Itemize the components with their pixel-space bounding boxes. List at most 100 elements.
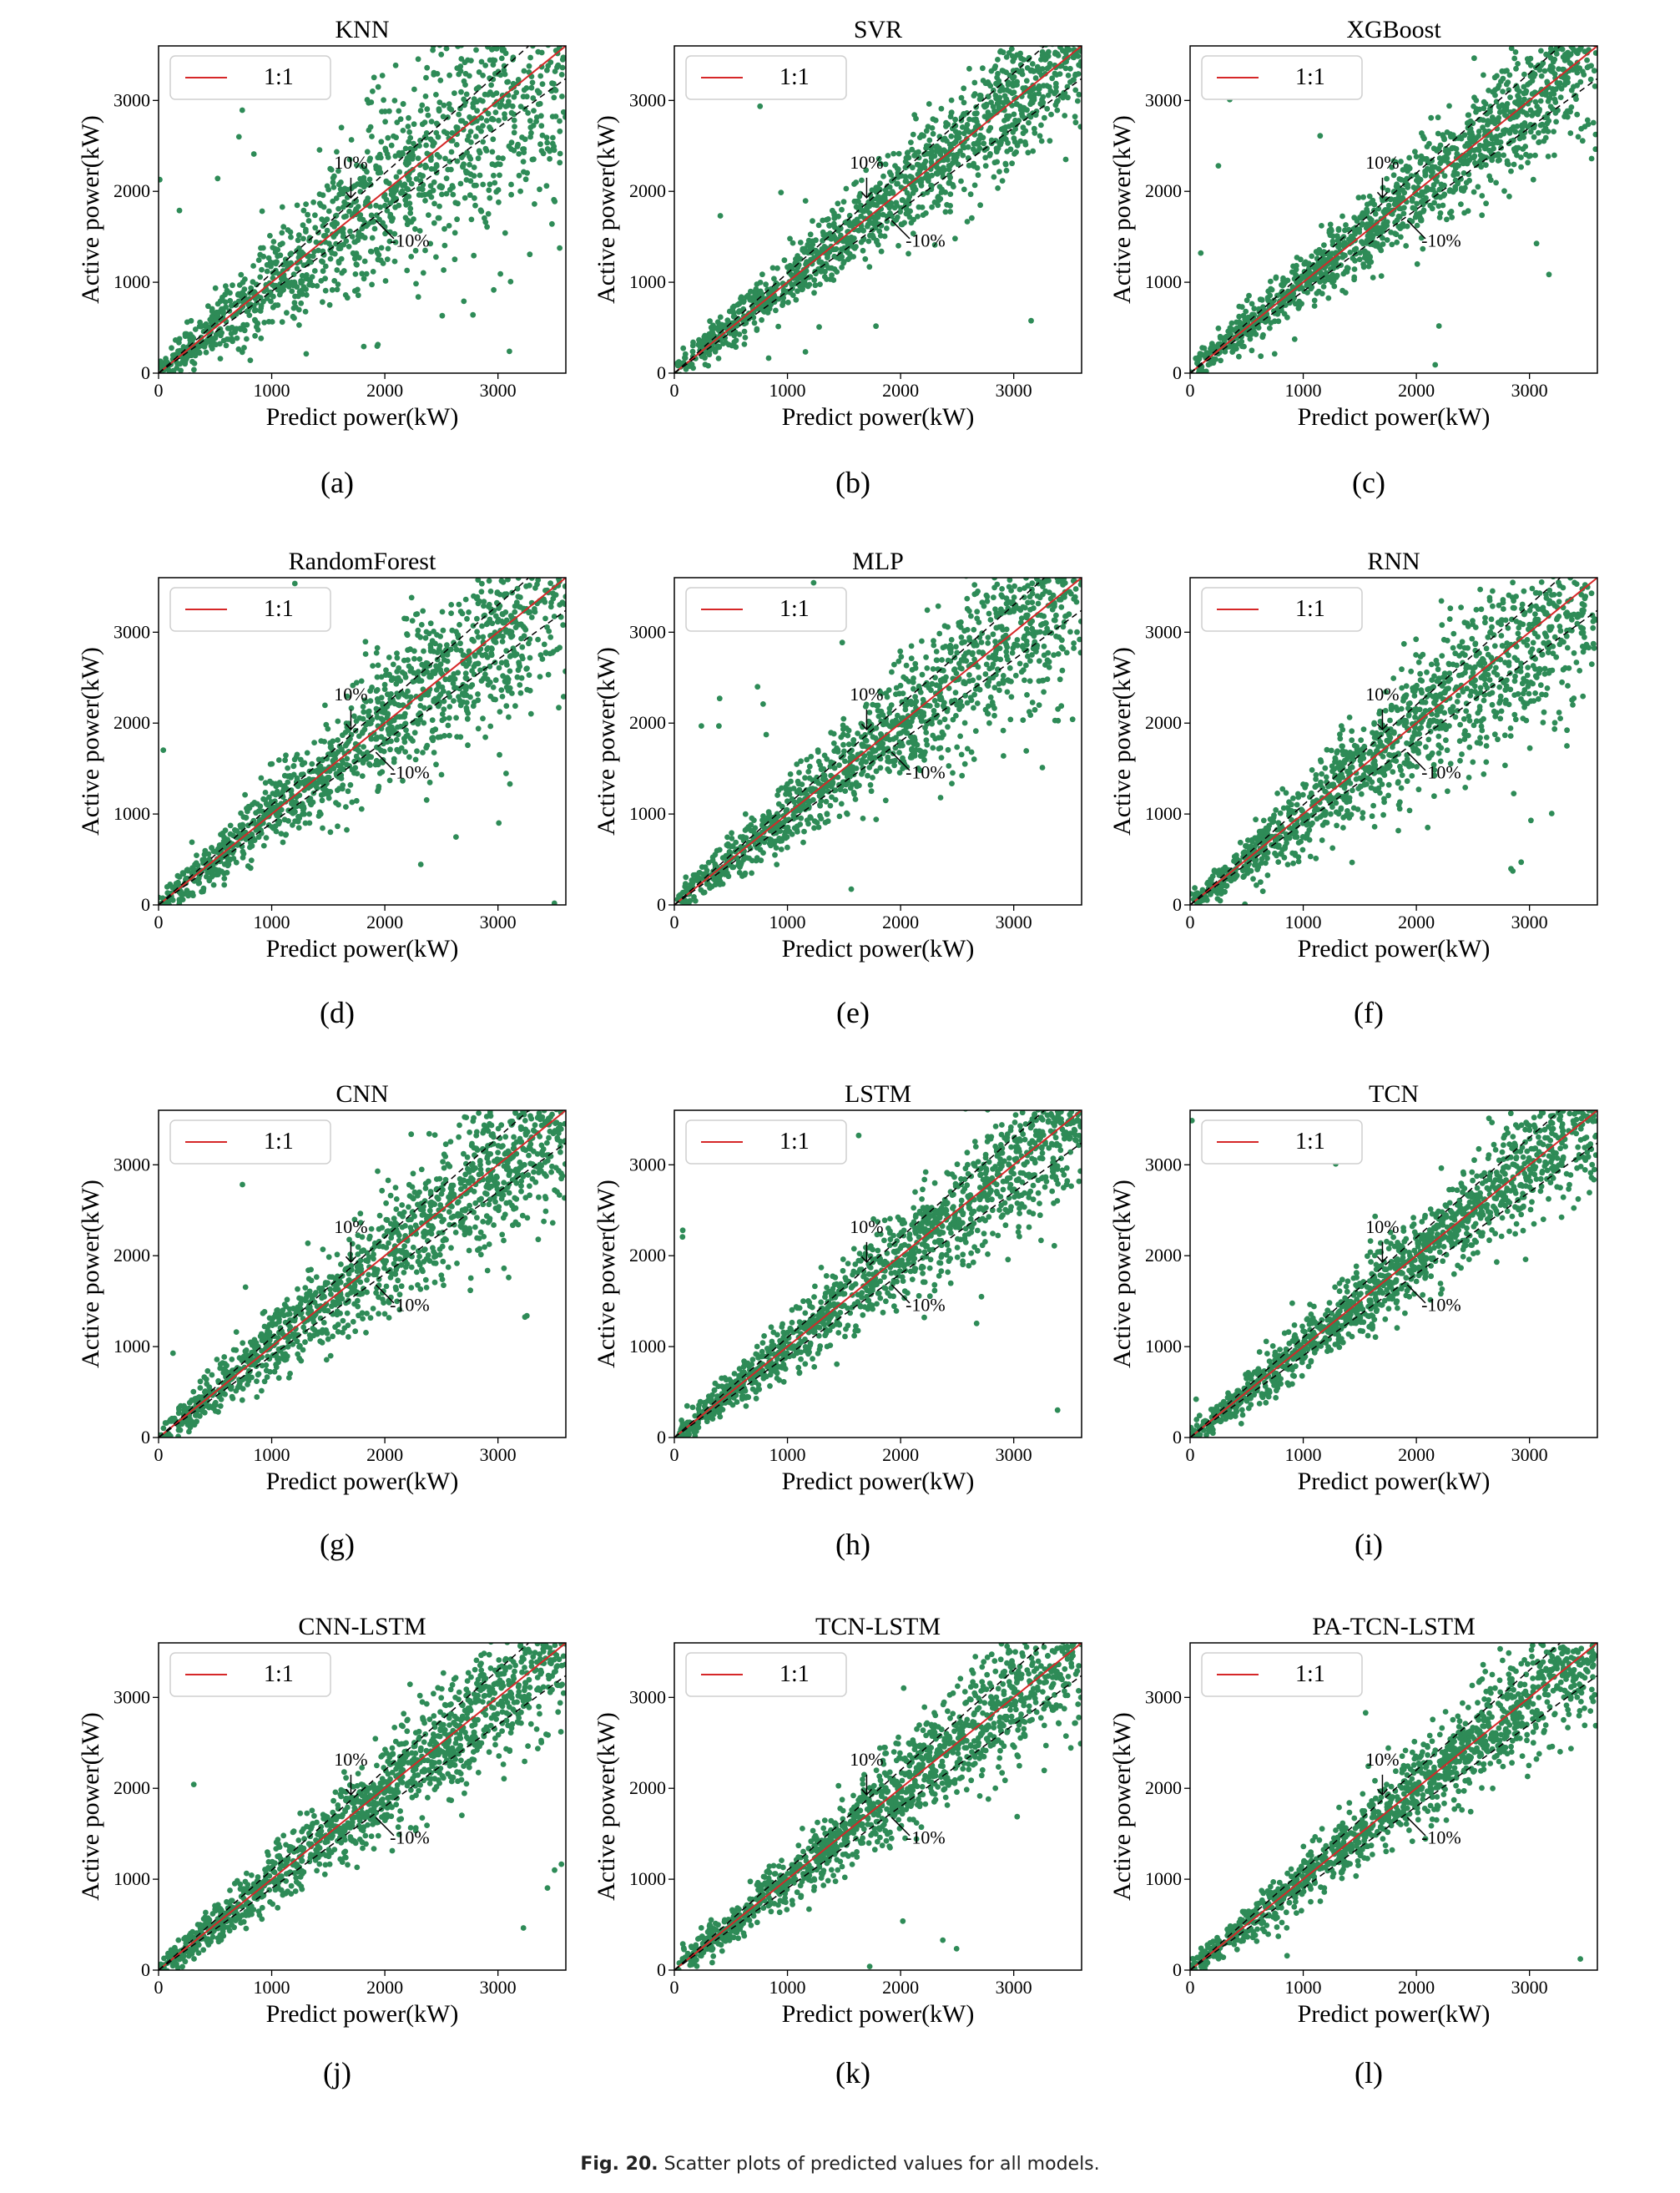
scatter-point: [1501, 128, 1506, 134]
scatter-point: [303, 351, 310, 357]
scatter-point: [517, 104, 524, 109]
scatter-point: [1458, 135, 1465, 142]
scatter-point: [1025, 32, 1031, 38]
scatter-point: [1393, 231, 1400, 238]
scatter-point: [404, 631, 410, 637]
scatter-point: [1545, 154, 1551, 159]
scatter-point: [936, 184, 943, 190]
scatter-point: [1010, 129, 1017, 135]
scatter-point: [1038, 138, 1045, 144]
scatter-point: [375, 83, 381, 90]
scatter-point: [464, 715, 471, 722]
scatter-point: [1052, 35, 1058, 41]
scatter-point: [1294, 279, 1299, 285]
scatter-point: [961, 99, 967, 106]
scatter-point: [1554, 80, 1561, 86]
scatter-point: [1481, 72, 1486, 78]
scatter-point: [1537, 98, 1544, 104]
scatter-point: [491, 172, 497, 179]
scatter-point: [470, 623, 477, 629]
scatter-point: [875, 184, 881, 190]
scatter-point: [487, 57, 493, 63]
scatter-point: [228, 331, 235, 337]
scatter-point: [1020, 124, 1027, 131]
scatter-point: [396, 108, 402, 114]
scatter-point: [436, 215, 442, 221]
scatter-point: [1432, 164, 1438, 170]
scatter-point: [462, 670, 469, 677]
scatter-point: [544, 508, 550, 514]
scatter-point: [535, 32, 541, 38]
scatter-point: [1531, 89, 1538, 95]
arrow-head: [1376, 191, 1388, 199]
scatter-point: [1512, 129, 1519, 135]
scatter-point: [489, 149, 496, 155]
scatter-point: [1504, 101, 1511, 107]
scatter-point: [496, 199, 502, 205]
scatter-point: [1369, 217, 1375, 224]
scatter-point: [1398, 159, 1404, 164]
scatter-point: [1587, 76, 1594, 83]
scatter-point: [1331, 283, 1338, 290]
scatter-point: [877, 232, 884, 239]
scatter-point: [1062, 156, 1069, 163]
chart-panel-4: 10%-10%0 1000 2000 30000100020003000RandomF…: [77, 508, 567, 1029]
scatter-point: [279, 230, 285, 236]
scatter-point: [533, 119, 539, 124]
scatter-point: [1585, 34, 1591, 40]
scatter-point: [1029, 27, 1035, 33]
scatter-point: [482, 215, 487, 221]
scatter-point: [1500, 88, 1506, 94]
scatter-point: [407, 134, 414, 141]
scatter-point: [1279, 307, 1284, 314]
scatter-point: [1478, 164, 1485, 170]
scatter-point: [1487, 104, 1494, 110]
scatter-point: [487, 195, 493, 201]
scatter-point: [544, 18, 550, 23]
scatter-point: [1048, 22, 1054, 28]
scatter-point: [379, 73, 386, 78]
scatter-point: [851, 235, 857, 241]
scatter-point: [389, 218, 395, 224]
scatter-point: [1530, 124, 1536, 130]
scatter-point: [810, 218, 815, 225]
scatter-point: [320, 825, 325, 831]
scatter-point: [1556, 19, 1562, 25]
scatter-point: [338, 179, 344, 185]
scatter-point: [1541, 114, 1548, 121]
scatter-point: [1491, 117, 1497, 123]
scatter-point: [221, 875, 228, 882]
scatter-point: [472, 202, 478, 209]
scatter-point: [1064, 23, 1070, 28]
scatter-point: [723, 339, 729, 346]
scatter-point: [686, 363, 693, 369]
scatter-point: [475, 155, 482, 162]
scatter-point: [436, 203, 442, 210]
scatter-point: [303, 201, 309, 208]
scatter-point: [1398, 234, 1404, 240]
scatter-point: [1400, 167, 1406, 173]
scatter-point: [944, 201, 950, 208]
scatter-point: [1582, 39, 1587, 45]
scatter-point: [471, 593, 477, 599]
scatter-point: [344, 826, 350, 833]
scatter-point: [1552, 86, 1559, 93]
scatter-point: [885, 153, 891, 159]
annotation-minus-10: -10%: [906, 230, 946, 251]
scatter-point: [982, 154, 989, 161]
scatter-point: [1012, 37, 1018, 43]
scatter-point: [514, 674, 521, 680]
scatter-point: [474, 108, 480, 114]
scatter-point: [1579, 38, 1585, 43]
scatter-point: [1566, 37, 1572, 43]
scatter-point: [203, 339, 209, 345]
scatter-point: [1385, 187, 1391, 194]
scatter-point: [1472, 135, 1478, 142]
scatter-point: [1580, 46, 1582, 47]
scatter-point: [527, 22, 532, 28]
scatter-point: [522, 176, 529, 183]
scatter-point: [485, 92, 492, 98]
scatter-point: [458, 118, 464, 124]
scatter-point: [1055, 53, 1062, 58]
scatter-point: [1318, 270, 1324, 275]
